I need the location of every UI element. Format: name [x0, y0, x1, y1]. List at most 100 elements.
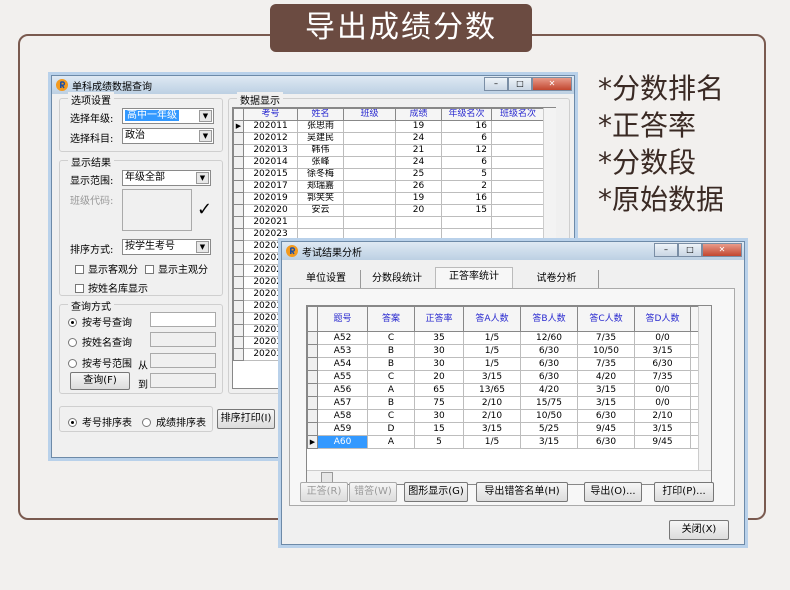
table-row[interactable]: 202015 徐冬梅 25 5 [233, 168, 545, 181]
table-cell[interactable] [343, 144, 396, 157]
subjective-checkbox[interactable]: 显示主观分 [145, 261, 208, 276]
by-name-radio[interactable]: 按姓名查询 [68, 334, 132, 349]
table-cell[interactable]: 16 [441, 120, 492, 133]
table-cell[interactable] [343, 120, 396, 133]
export-button[interactable]: 导出(O)... [584, 482, 642, 502]
close-window-button[interactable]: ✕ [702, 243, 742, 257]
row-indicator[interactable] [233, 348, 244, 361]
table-cell[interactable] [491, 204, 545, 217]
table-cell[interactable] [395, 228, 442, 241]
table-cell[interactable]: 4/20 [577, 370, 635, 384]
table-cell[interactable]: 12 [441, 144, 492, 157]
sort-print-button[interactable]: 排序打印(I) [217, 409, 275, 429]
row-indicator[interactable] [233, 204, 244, 217]
table-cell[interactable]: A55 [317, 370, 368, 384]
row-indicator[interactable] [233, 300, 244, 313]
table-cell[interactable]: A57 [317, 396, 368, 410]
column-header[interactable]: 考号 [243, 108, 298, 121]
tab-paper-analysis[interactable]: 试卷分析 [515, 270, 599, 288]
table-cell[interactable]: 3/15 [463, 370, 521, 384]
vertical-scrollbar[interactable] [698, 306, 711, 470]
table-cell[interactable]: A [367, 435, 415, 449]
range-from-input[interactable] [150, 353, 216, 368]
table-cell[interactable]: 3/15 [634, 344, 691, 358]
table-row[interactable]: A59 D 15 3/15 5/25 9/45 3/15 [307, 422, 700, 436]
row-indicator[interactable]: ▶ [307, 435, 318, 449]
table-cell[interactable]: 6/30 [520, 344, 578, 358]
column-header[interactable]: 姓名 [297, 108, 344, 121]
table-cell[interactable]: 2 [441, 180, 492, 193]
table-cell[interactable]: 韩伟 [297, 144, 344, 157]
minimize-button[interactable]: – [654, 243, 678, 257]
row-indicator[interactable] [233, 192, 244, 205]
chart-display-button[interactable]: 图形显示(G) [404, 482, 468, 502]
table-cell[interactable]: 郭笑笑 [297, 192, 344, 205]
table-cell[interactable]: 202013 [243, 144, 298, 157]
table-row[interactable]: 202019 郭笑笑 19 16 [233, 192, 545, 205]
table-cell[interactable] [491, 132, 545, 145]
table-cell[interactable] [343, 204, 396, 217]
close-window-button[interactable]: ✕ [532, 77, 572, 91]
table-cell[interactable]: 3/15 [634, 422, 691, 436]
table-cell[interactable] [441, 216, 492, 229]
table-cell[interactable]: 1/5 [463, 344, 521, 358]
table-cell[interactable]: 6/30 [577, 409, 635, 423]
sort-select[interactable]: 按学生考号 ▼ [122, 239, 211, 255]
table-cell[interactable]: 20 [395, 204, 442, 217]
table-cell[interactable]: 2/10 [463, 396, 521, 410]
table-cell[interactable]: 3/15 [463, 422, 521, 436]
table-cell[interactable]: 3/15 [577, 383, 635, 397]
row-indicator[interactable] [307, 344, 318, 358]
by-name-checkbox[interactable]: 按姓名库显示 [75, 280, 148, 295]
table-row[interactable]: 202014 张峰 24 6 [233, 156, 545, 169]
column-header[interactable]: 答B人数 [520, 306, 578, 332]
table-cell[interactable]: 3/15 [577, 396, 635, 410]
table-cell[interactable]: 24 [395, 156, 442, 169]
row-indicator[interactable] [307, 357, 318, 371]
table-cell[interactable]: 6/30 [520, 357, 578, 371]
row-indicator[interactable] [233, 252, 244, 265]
table-cell[interactable]: 26 [395, 180, 442, 193]
close-button[interactable]: 关闭(X) [669, 520, 729, 540]
table-cell[interactable]: 16 [441, 192, 492, 205]
table-cell[interactable]: A52 [317, 331, 368, 345]
row-indicator[interactable] [233, 168, 244, 181]
grade-select[interactable]: 高中一年级 ▼ [122, 108, 214, 124]
wrong-button[interactable]: 错答(W) [349, 482, 397, 502]
table-cell[interactable]: A53 [317, 344, 368, 358]
score-sort-radio[interactable]: 成绩排序表 [142, 414, 206, 429]
export-wrong-list-button[interactable]: 导出错答名单(H) [476, 482, 568, 502]
table-cell[interactable]: 30 [414, 357, 464, 371]
table-cell[interactable]: 25 [395, 168, 442, 181]
table-cell[interactable]: 安云 [297, 204, 344, 217]
row-indicator[interactable] [233, 144, 244, 157]
table-cell[interactable]: 张思雨 [297, 120, 344, 133]
correct-button[interactable]: 正答(R) [300, 482, 348, 502]
table-cell[interactable]: 6/30 [577, 435, 635, 449]
table-cell[interactable]: 3/15 [520, 435, 578, 449]
table-cell[interactable] [343, 228, 396, 241]
table-cell[interactable]: 202014 [243, 156, 298, 169]
table-cell[interactable]: 19 [395, 120, 442, 133]
table-cell[interactable]: 0/0 [634, 396, 691, 410]
tab-score-bands[interactable]: 分数段统计 [360, 270, 433, 288]
table-row[interactable]: A57 B 75 2/10 15/75 3/15 0/0 [307, 396, 700, 410]
row-indicator[interactable] [233, 336, 244, 349]
table-cell[interactable]: 1/5 [463, 435, 521, 449]
table-cell[interactable] [343, 168, 396, 181]
column-header[interactable]: 年级名次 [441, 108, 492, 121]
table-cell[interactable]: 202021 [243, 216, 298, 229]
column-header[interactable]: 正答率 [414, 306, 464, 332]
table-cell[interactable]: 19 [395, 192, 442, 205]
table-row[interactable]: 202023 [233, 228, 545, 241]
row-indicator[interactable] [233, 276, 244, 289]
title-bar[interactable]: 单科成绩数据查询 – □ ✕ [52, 76, 574, 94]
table-row[interactable]: 202017 郑瑞嘉 26 2 [233, 180, 545, 193]
range-to-input[interactable] [150, 373, 216, 388]
row-indicator[interactable] [307, 409, 318, 423]
table-cell[interactable]: 吴建民 [297, 132, 344, 145]
table-cell[interactable]: 徐冬梅 [297, 168, 344, 181]
table-row[interactable]: A58 C 30 2/10 10/50 6/30 2/10 [307, 409, 700, 423]
column-header[interactable]: 班级 [343, 108, 396, 121]
table-cell[interactable]: 7/35 [577, 357, 635, 371]
